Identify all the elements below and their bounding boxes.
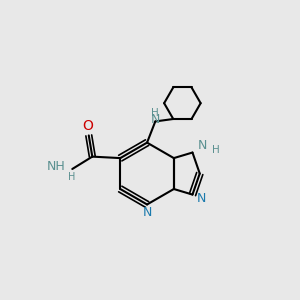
Text: N: N bbox=[151, 113, 160, 127]
Text: N: N bbox=[197, 192, 207, 205]
Text: N: N bbox=[142, 206, 152, 219]
Text: O: O bbox=[82, 119, 93, 133]
Text: H: H bbox=[212, 145, 219, 155]
Text: H: H bbox=[151, 108, 159, 118]
Text: NH: NH bbox=[47, 160, 66, 173]
Text: H: H bbox=[68, 172, 75, 182]
Text: N: N bbox=[198, 139, 207, 152]
